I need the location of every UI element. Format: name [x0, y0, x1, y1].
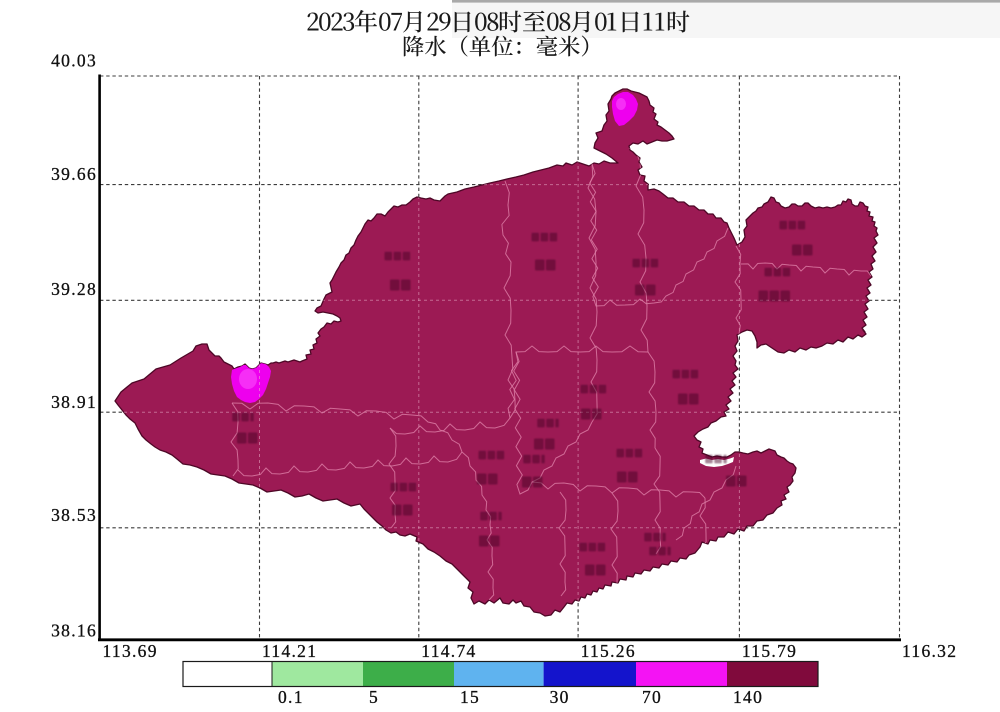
svg-text:5: 5 — [369, 687, 379, 707]
svg-text:39.28: 39.28 — [51, 279, 97, 299]
svg-text:70: 70 — [642, 687, 662, 707]
svg-text:38.91: 38.91 — [51, 392, 97, 412]
svg-text:30: 30 — [550, 687, 570, 707]
svg-text:116.32: 116.32 — [902, 641, 957, 661]
svg-text:115.79: 115.79 — [742, 641, 797, 661]
svg-text:114.21: 114.21 — [262, 641, 317, 661]
svg-text:40.03: 40.03 — [51, 51, 97, 71]
svg-text:114.74: 114.74 — [421, 641, 476, 661]
svg-text:15: 15 — [460, 687, 480, 707]
svg-text:140: 140 — [733, 687, 763, 707]
svg-text:39.66: 39.66 — [51, 164, 97, 184]
svg-text:115.26: 115.26 — [581, 641, 636, 661]
svg-text:38.16: 38.16 — [51, 620, 97, 640]
svg-text:38.53: 38.53 — [51, 505, 97, 525]
svg-text:0.1: 0.1 — [278, 687, 304, 707]
svg-text:113.69: 113.69 — [103, 641, 158, 661]
